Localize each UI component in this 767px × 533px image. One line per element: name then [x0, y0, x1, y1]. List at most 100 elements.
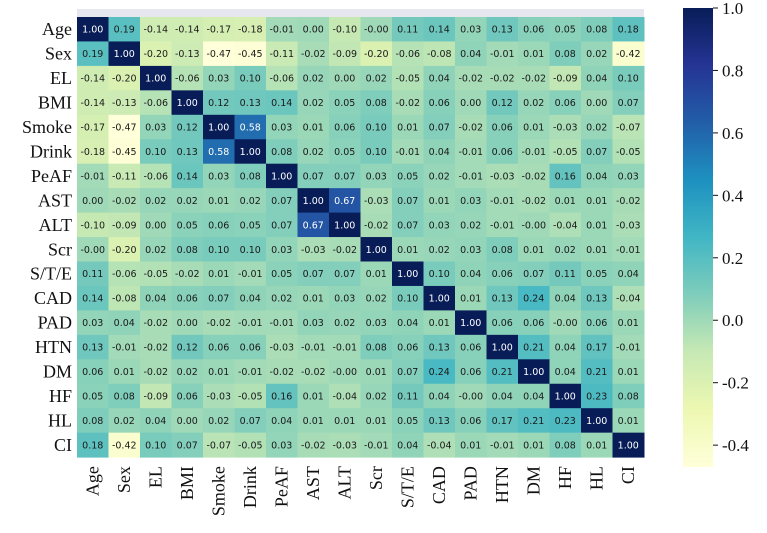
cell-value-label: -0.02	[301, 367, 326, 378]
cell-value-label: 0.67	[303, 220, 324, 231]
cell-value-label: -0.02	[112, 196, 137, 207]
cell-value-label: 0.01	[303, 391, 324, 402]
cell-value-label: -0.02	[143, 367, 168, 378]
heatmap-cell	[203, 188, 235, 214]
cell-value-label: 0.02	[177, 367, 198, 378]
cell-value-label: -0.10	[332, 25, 357, 36]
heatmap-cell	[612, 163, 645, 189]
row-label: S/T/E	[30, 264, 72, 284]
heatmap-cell	[455, 334, 487, 360]
heatmap-cell	[77, 65, 109, 91]
cell-value-label: 0.08	[366, 343, 387, 354]
heatmap-cell	[77, 17, 109, 42]
heatmap-cell	[518, 65, 550, 91]
cell-value-label: 0.18	[618, 25, 639, 36]
cell-value-label: 0.10	[208, 245, 229, 256]
cell-value-label: -0.02	[364, 220, 389, 231]
row-label: CI	[54, 435, 72, 455]
cell-value-label: 1.00	[114, 49, 135, 60]
cell-value-label: -0.10	[80, 220, 105, 231]
heatmap-cell	[423, 65, 456, 91]
heatmap-cell	[581, 408, 613, 434]
cell-value-label: 0.14	[271, 98, 292, 109]
heatmap-cell	[108, 261, 141, 287]
cell-value-label: -0.18	[238, 25, 263, 36]
cell-value-label: 0.01	[208, 367, 229, 378]
heatmap-cell	[612, 383, 645, 409]
heatmap-cell	[171, 90, 204, 116]
cell-value-label: 0.04	[429, 147, 450, 158]
cell-value-label: 0.01	[429, 318, 450, 329]
cell-value-label: 0.05	[397, 171, 418, 182]
heatmap-cell	[108, 163, 141, 189]
heatmap-cell	[549, 285, 582, 311]
heatmap-cell	[329, 408, 361, 434]
heatmap-cell	[297, 188, 330, 214]
cell-value-label: 0.21	[523, 343, 544, 354]
heatmap-cell	[140, 334, 172, 360]
cell-value-label: 0.03	[460, 25, 481, 36]
cell-value-label: -0.01	[458, 147, 483, 158]
heatmap-cell	[581, 17, 613, 42]
heatmap-cell	[77, 139, 109, 165]
cell-value-label: 0.01	[460, 440, 481, 451]
cell-value-label: -0.01	[490, 196, 515, 207]
cell-value-label: 0.06	[460, 343, 481, 354]
cell-value-label: 0.05	[586, 269, 607, 280]
heatmap-cell	[360, 334, 393, 360]
heatmap-cell	[329, 41, 361, 67]
cell-value-label: -0.03	[269, 343, 294, 354]
cell-value-label: -0.09	[112, 220, 137, 231]
heatmap-cell	[518, 188, 550, 214]
heatmap-cell	[297, 261, 330, 287]
cell-value-label: -0.14	[175, 25, 200, 36]
row-label: Drink	[30, 141, 72, 161]
cell-value-label: 0.07	[208, 294, 229, 305]
heatmap-cell	[455, 17, 487, 42]
row-label: Scr	[48, 239, 72, 259]
heatmap-cell	[234, 114, 267, 140]
heatmap-cell	[549, 334, 582, 360]
cell-value-label: 0.02	[145, 245, 166, 256]
cell-value-label: 0.06	[208, 220, 229, 231]
heatmap-cell	[612, 212, 645, 238]
cell-value-label: 0.24	[523, 294, 544, 305]
cell-value-label: 0.10	[240, 74, 261, 85]
heatmap-cell	[612, 41, 645, 67]
cell-value-label: 0.01	[460, 294, 481, 305]
cell-value-label: -0.03	[553, 123, 578, 134]
heatmap-cell	[329, 17, 361, 42]
heatmap-cell	[486, 285, 519, 311]
colorbar-tick-label: 1.0	[722, 0, 743, 18]
heatmap-cell	[203, 408, 235, 434]
cell-value-label: 1.00	[586, 416, 607, 427]
heatmap-cell	[297, 432, 330, 458]
heatmap-cell	[360, 17, 393, 42]
cell-value-label: -0.01	[238, 269, 263, 280]
column-label: DM	[524, 466, 544, 495]
cell-value-label: 0.04	[586, 171, 607, 182]
heatmap-cell	[77, 163, 109, 189]
heatmap-cell	[392, 212, 424, 238]
heatmap-cell	[518, 261, 550, 287]
cell-value-label: 0.02	[240, 196, 261, 207]
column-label: ALT	[335, 466, 355, 499]
heatmap-cell	[581, 90, 613, 116]
heatmap-cell	[455, 261, 487, 287]
heatmap-cell	[297, 334, 330, 360]
heatmap-cell	[486, 65, 519, 91]
cell-value-label: -0.45	[238, 49, 263, 60]
heatmap-cell	[108, 383, 141, 409]
heatmap-cell	[140, 139, 172, 165]
cell-value-label: 0.02	[208, 416, 229, 427]
cell-value-label: 0.01	[208, 196, 229, 207]
cell-value-label: 0.01	[366, 269, 387, 280]
cell-value-label: 1.00	[460, 318, 481, 329]
cell-value-label: 0.14	[177, 171, 198, 182]
cell-value-label: 0.02	[177, 196, 198, 207]
heatmap-cell	[486, 432, 519, 458]
heatmap-cell	[392, 163, 424, 189]
cell-value-label: 0.06	[208, 343, 229, 354]
cell-value-label: 0.07	[240, 416, 261, 427]
heatmap-cell	[203, 334, 235, 360]
